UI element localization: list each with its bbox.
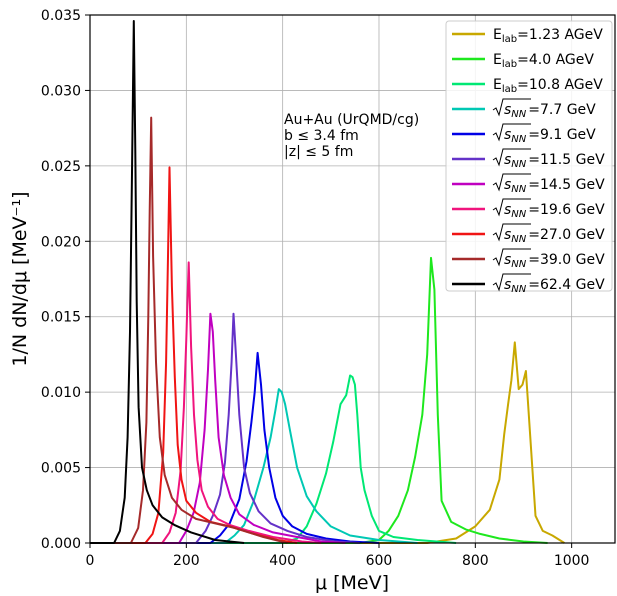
sqrt-icon [492, 248, 531, 267]
y-axis: 0.000 0.005 0.010 0.015 0.020 0.025 0.030 0.035 [41, 8, 90, 552]
series-line-6 [90, 312, 346, 544]
legend-label: Elab=1.23 AGeV [493, 27, 603, 45]
x-axis: 0 200 400 600 800 1000 [86, 543, 590, 569]
y-tick-label: 0.010 [41, 385, 81, 401]
plot-lines [90, 20, 565, 544]
legend-label: sNN =14.5 GeV [504, 177, 605, 195]
annotation-line: |z| ≤ 5 fm [284, 144, 353, 160]
sqrt-icon [492, 123, 531, 142]
series-line-1 [90, 256, 548, 544]
legend-label: sNN =19.6 GeV [504, 202, 605, 220]
sqrt-icon [492, 98, 531, 117]
y-tick-label: 0.015 [41, 310, 81, 326]
annotation: Au+Au (UrQMD/cg)b ≤ 3.4 fm|z| ≤ 5 fm [284, 112, 419, 160]
x-tick-label: 0 [86, 553, 95, 569]
series-line-8 [90, 166, 298, 544]
series-line-5 [90, 312, 360, 544]
series-line-0 [90, 341, 565, 544]
legend-box [445, 20, 613, 292]
y-axis-label: 1/N dN/dμ [MeV⁻¹] [9, 191, 31, 366]
x-axis-label: μ [MeV] [315, 572, 389, 594]
series-line-3 [90, 388, 418, 544]
legend-label: sNN =11.5 GeV [504, 152, 605, 170]
plot-frame [89, 14, 616, 544]
sqrt-icon [492, 223, 531, 242]
sqrt-icon [492, 173, 531, 192]
annotation-line: Au+Au (UrQMD/cg) [284, 112, 419, 128]
series-line-9 [90, 116, 288, 544]
y-tick-label: 0.005 [41, 461, 81, 477]
y-tick-label: 0.000 [41, 536, 81, 552]
sqrt-icon [492, 273, 531, 292]
x-tick-label: 600 [366, 553, 393, 569]
x-tick-label: 200 [173, 553, 200, 569]
legend: Elab=1.23 AGeV Elab=4.0 AGeV Elab=10.8 AGe… [445, 20, 613, 295]
series-line-7 [90, 261, 322, 544]
y-tick-label: 0.035 [41, 8, 81, 24]
legend-label: sNN =62.4 GeV [504, 277, 605, 295]
legend-label: sNN =27.0 GeV [504, 227, 605, 245]
annotation-line: b ≤ 3.4 fm [284, 128, 359, 144]
y-tick-label: 0.025 [41, 159, 81, 175]
x-tick-label: 1000 [554, 553, 590, 569]
series-line-2 [90, 374, 457, 544]
sqrt-icon [492, 198, 531, 217]
legend-label: sNN =39.0 GeV [504, 252, 605, 270]
legend-label: Elab=4.0 AGeV [493, 52, 594, 70]
sqrt-icon [492, 148, 531, 167]
y-tick-label: 0.030 [41, 83, 81, 99]
series-line-4 [90, 351, 380, 544]
legend-label: sNN =7.7 GeV [504, 102, 596, 120]
legend-label: sNN =9.1 GeV [504, 127, 596, 145]
y-tick-label: 0.020 [41, 234, 81, 250]
x-tick-label: 400 [269, 553, 296, 569]
series-line-10 [90, 20, 245, 544]
x-tick-label: 800 [462, 553, 489, 569]
legend-label: Elab=10.8 AGeV [493, 77, 603, 95]
